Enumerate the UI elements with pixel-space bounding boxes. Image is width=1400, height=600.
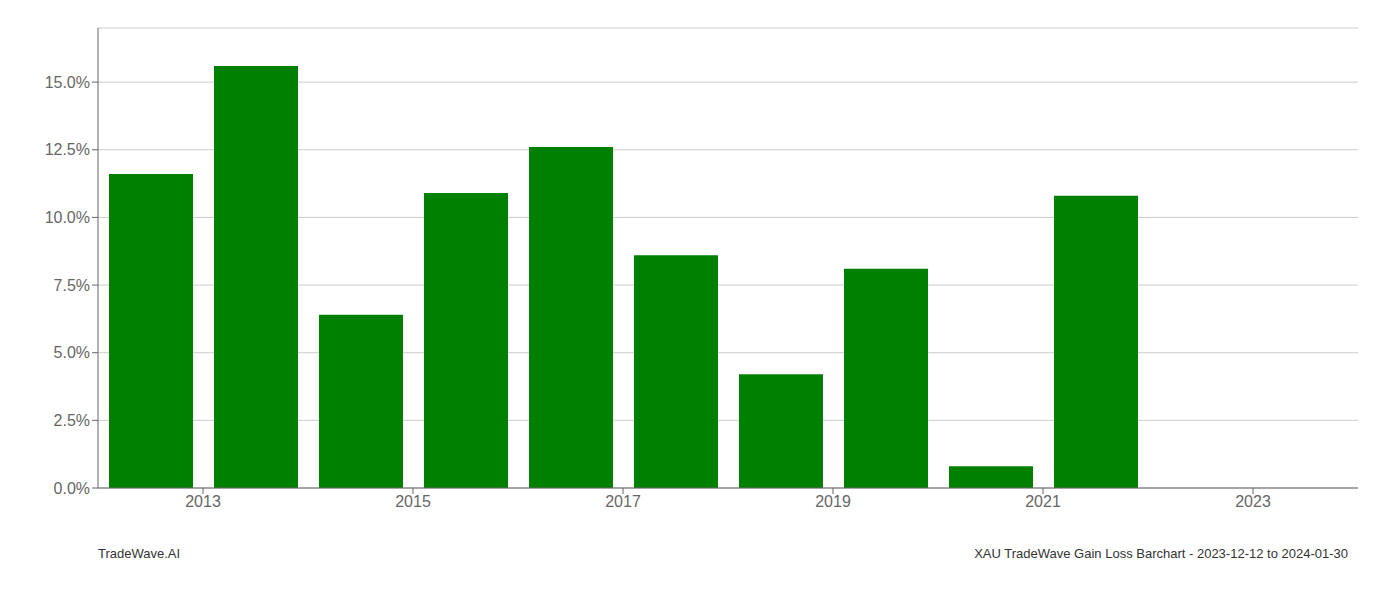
svg-text:2023: 2023 [1235, 493, 1271, 510]
html-text:XAU TradeWave Gain Loss Barcha: XAU TradeWave Gain Loss Barchart - 2023-… [974, 546, 1348, 561]
html-text:TradeWave.AI: TradeWave.AI [98, 546, 181, 561]
svg-text:12.5%: 12.5% [45, 141, 90, 158]
svg-text:2019: 2019 [815, 493, 851, 510]
svg-text:15.0%: 15.0% [45, 74, 90, 91]
svg-text:2.5%: 2.5% [54, 412, 90, 429]
svg-text:2013: 2013 [185, 493, 221, 510]
svg-text:0.0%: 0.0% [54, 480, 90, 497]
svg-text:2017: 2017 [605, 493, 641, 510]
svg-text:2015: 2015 [395, 493, 431, 510]
svg-text:10.0%: 10.0% [45, 209, 90, 226]
svg-text:7.5%: 7.5% [54, 277, 90, 294]
svg-text:5.0%: 5.0% [54, 344, 90, 361]
svg-text:2021: 2021 [1025, 493, 1061, 510]
